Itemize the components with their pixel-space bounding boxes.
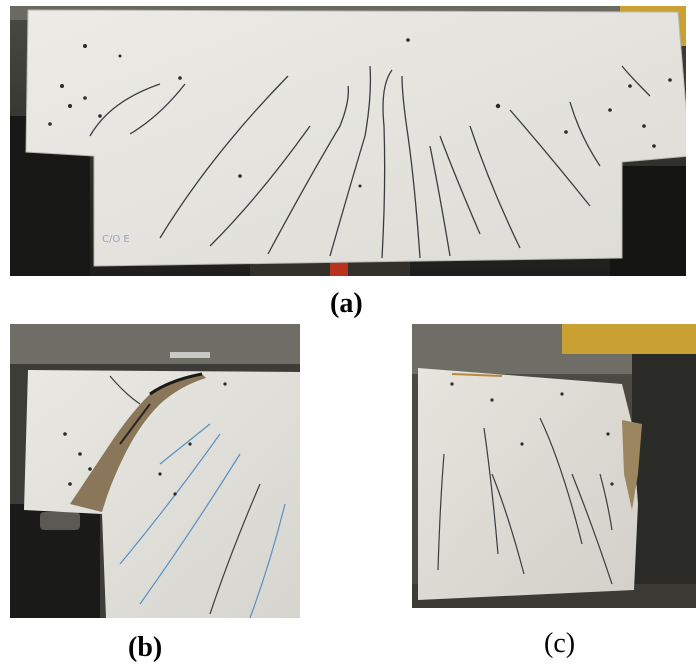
beam-photo-a: C/O E bbox=[10, 6, 686, 276]
caption-c: (c) bbox=[544, 628, 576, 659]
caption-a: (a) bbox=[330, 288, 363, 319]
beam-photo-b bbox=[10, 324, 300, 618]
photo-panel-c bbox=[412, 324, 696, 608]
photo-panel-b bbox=[10, 324, 300, 618]
svg-text:C/O E: C/O E bbox=[102, 234, 130, 245]
beam-photo-c bbox=[412, 324, 696, 608]
photo-panel-a: C/O E bbox=[10, 6, 686, 276]
caption-b: (b) bbox=[128, 632, 163, 663]
